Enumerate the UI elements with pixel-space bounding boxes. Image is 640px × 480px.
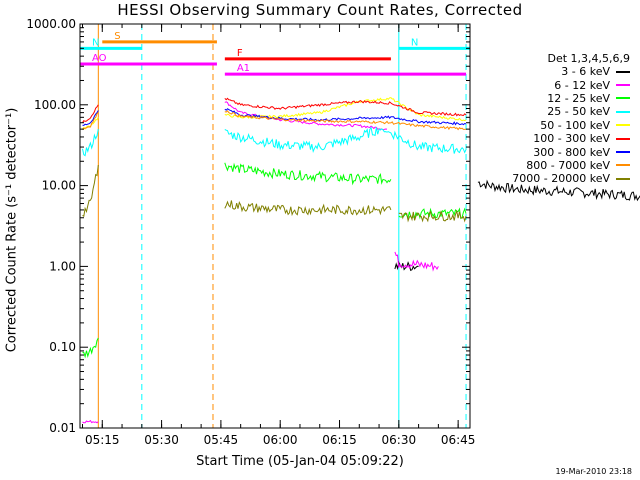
- legend-entry: 6 - 12 keV: [482, 78, 634, 92]
- series-line: [224, 101, 388, 131]
- legend-entry: 25 - 50 keV: [482, 105, 634, 118]
- series-line: [224, 200, 392, 217]
- legend-swatch: [616, 70, 630, 73]
- series-line: [82, 110, 99, 126]
- legend-swatch: [616, 137, 630, 140]
- legend-label: 50 - 100 keV: [540, 118, 610, 132]
- series-line: [82, 337, 99, 359]
- legend-label: 3 - 6 keV: [561, 65, 610, 79]
- chart-title: HESSI Observing Summary Count Rates, Cor…: [117, 1, 523, 19]
- legend-heading: Det 1,3,4,5,6,9: [547, 52, 630, 65]
- legend-swatch: [616, 110, 630, 113]
- y-tick-label: 100.00: [34, 98, 76, 112]
- legend-label: 12 - 25 keV: [547, 91, 610, 105]
- flag-label: N: [92, 37, 99, 48]
- series-line: [82, 104, 99, 123]
- x-tick-label: 06:15: [322, 433, 357, 447]
- series-line: [398, 209, 467, 223]
- series-line: [224, 110, 467, 131]
- y-tick-label: 0.01: [49, 421, 76, 435]
- legend-entry: 50 - 100 keV: [482, 119, 634, 132]
- series-line: [224, 126, 467, 154]
- series-line: [82, 164, 99, 218]
- footer-timestamp: 19-Mar-2010 23:18: [555, 467, 633, 476]
- series-line: [477, 179, 640, 202]
- series-line: [224, 97, 467, 122]
- x-tick-label: 06:00: [263, 433, 298, 447]
- legend-entry: 100 - 300 keV: [482, 132, 634, 145]
- legend-entry: 7000 - 20000 keV: [482, 172, 634, 185]
- y-tick-label: 10.00: [42, 179, 76, 193]
- legend: Det 1,3,4,5,6,9 3 - 6 keV 6 - 12 keV 12 …: [482, 52, 634, 186]
- x-tick-label: 06:30: [382, 433, 417, 447]
- legend-swatch: [616, 97, 630, 100]
- flag-label: N: [411, 37, 418, 48]
- x-tick-label: 06:45: [441, 433, 476, 447]
- series-line: [82, 419, 99, 424]
- x-tick-label: 05:15: [85, 433, 120, 447]
- series-line: [394, 251, 439, 272]
- plot-frame: [79, 23, 471, 429]
- y-tick-label: 0.10: [49, 340, 76, 354]
- legend-swatch: [616, 151, 630, 154]
- series-line: [224, 97, 467, 117]
- series-line: [82, 129, 99, 157]
- y-axis-label: Corrected Count Rate (s⁻¹ detector⁻¹): [4, 107, 20, 353]
- series-line: [398, 207, 467, 220]
- flag-label: S: [114, 31, 120, 42]
- legend-label: 100 - 300 keV: [533, 132, 610, 146]
- legend-label: 6 - 12 keV: [554, 78, 610, 92]
- series-line: [224, 162, 392, 186]
- flag-label: A1: [237, 63, 250, 74]
- series-line: [82, 112, 99, 131]
- legend-swatch: [616, 177, 630, 180]
- legend-entry: 3 - 6 keV: [482, 65, 634, 78]
- x-axis-label: Start Time (05-Jan-04 05:09:22): [196, 454, 404, 469]
- x-tick-label: 05:45: [204, 433, 239, 447]
- flag-label: F: [237, 48, 243, 59]
- legend-label: 300 - 800 keV: [533, 145, 610, 159]
- legend-entry: 12 - 25 keV: [482, 92, 634, 105]
- legend-entry: 800 - 7000 keV: [482, 159, 634, 172]
- legend-swatch: [616, 164, 630, 167]
- legend-swatch: [616, 84, 630, 87]
- x-tick-label: 05:30: [144, 433, 179, 447]
- flag-label: AO: [92, 53, 107, 64]
- legend-entry: 300 - 800 keV: [482, 145, 634, 159]
- y-tick-label: 1000.00: [26, 17, 76, 31]
- y-tick-label: 1.00: [49, 259, 76, 273]
- legend-label: 7000 - 20000 keV: [512, 172, 610, 186]
- legend-swatch: [616, 124, 630, 127]
- legend-label: 800 - 7000 keV: [526, 158, 610, 172]
- legend-label: 25 - 50 keV: [547, 105, 610, 119]
